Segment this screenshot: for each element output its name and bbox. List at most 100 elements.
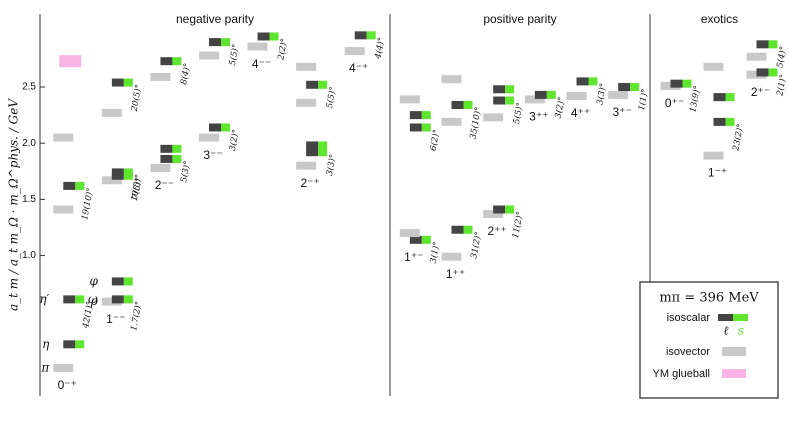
isoscalar-strange: [172, 57, 182, 66]
isoscalar-strange: [123, 168, 133, 177]
isoscalar-strange: [421, 123, 431, 132]
mixing-angle: 3(1)°: [428, 241, 443, 264]
mixing-angle: 31(2)°: [468, 231, 484, 260]
mixing-angle: 10(5)°: [129, 173, 145, 202]
isoscalar-level: [257, 32, 270, 41]
legend-swatch: [718, 314, 733, 321]
legend-label: isovector: [666, 346, 710, 358]
isovector-level: [247, 42, 268, 51]
isoscalar-level: [160, 154, 173, 163]
isoscalar-strange: [75, 181, 85, 190]
jpc-label: 1⁺⁻: [404, 250, 423, 264]
isoscalar-level: [160, 57, 173, 66]
isoscalar-level: [493, 96, 506, 105]
isoscalar-level: [63, 181, 76, 190]
isovector-level: [483, 113, 504, 122]
isovector-level: [150, 72, 171, 81]
isovector-level: [296, 161, 317, 170]
isoscalar-strange: [123, 277, 133, 286]
isoscalar-level: [111, 295, 124, 304]
isoscalar-level: [493, 205, 506, 214]
isoscalar-level: [111, 78, 124, 87]
isovector-level: [441, 75, 462, 84]
isovector-level: [703, 62, 724, 71]
jpc-label: 0⁺⁻: [665, 96, 684, 110]
y-tick-label: 1.0: [22, 250, 36, 261]
legend-label: YM glueball: [653, 368, 710, 380]
jpc-label: 3⁻⁻: [203, 148, 222, 162]
isovector-level: [608, 90, 629, 99]
isoscalar-strange: [505, 205, 515, 214]
isoscalar-strange: [123, 78, 133, 87]
isoscalar-level: [670, 79, 683, 88]
isoscalar-strange: [505, 96, 515, 105]
panel-title: positive parity: [483, 12, 556, 26]
isoscalar-strange: [463, 225, 473, 234]
isoscalar-strange: [682, 79, 692, 88]
isoscalar-level: [451, 101, 464, 110]
jpc-label: 3⁺⁻: [612, 105, 631, 119]
state-name: η: [42, 337, 50, 351]
isovector-level: [296, 62, 317, 71]
isovector-level: [344, 47, 365, 56]
legend-sublabel: s: [738, 324, 744, 338]
isovector-level: [101, 176, 122, 185]
isovector-level: [53, 363, 74, 372]
isoscalar-level: [63, 295, 76, 304]
state-name: π: [40, 360, 50, 374]
state-name: ρ: [90, 294, 98, 308]
mixing-angle: 7(5)°: [130, 177, 145, 200]
isoscalar-level: [451, 225, 464, 234]
jpc-label: 2⁺⁻: [751, 85, 770, 99]
isovector-level: [296, 98, 317, 107]
isoscalar-strange: [768, 40, 778, 49]
isoscalar-strange: [221, 38, 230, 47]
mixing-angle: 35(10)°: [467, 106, 483, 140]
isoscalar-strange: [318, 148, 328, 157]
isoscalar-level: [713, 93, 726, 102]
y-tick-label: 2.0: [22, 138, 36, 149]
isoscalar-level: [409, 111, 422, 120]
isoscalar-strange: [588, 77, 598, 86]
jpc-label: 1⁻⁻: [106, 312, 125, 326]
isoscalar-level: [111, 277, 124, 286]
jpc-label: 2⁻⁻: [155, 178, 174, 192]
mixing-angle: 3(3)°: [324, 153, 339, 176]
mixing-angle: 13(9)°: [687, 85, 703, 114]
isoscalar-level: [713, 117, 726, 126]
legend-sublabel: ℓ: [724, 324, 729, 338]
mixing-angle: 2(1)°: [774, 73, 789, 97]
mixing-angle: 1.7(2)°: [128, 300, 144, 331]
isovector-level: [150, 163, 171, 172]
isoscalar-level: [409, 235, 422, 244]
mixing-angle: 42(1)°: [80, 300, 96, 330]
isoscalar-strange: [123, 295, 133, 304]
isoscalar-strange: [269, 32, 279, 41]
isoscalar-strange: [421, 111, 431, 120]
legend-title: mπ = 396 MeV: [659, 291, 759, 306]
isoscalar-level: [209, 123, 221, 132]
isoscalar-strange: [725, 117, 735, 126]
isovector-level: [199, 133, 219, 142]
state-name: η′: [39, 292, 49, 306]
y-tick-label: 2.5: [22, 82, 36, 93]
legend-box: [639, 281, 779, 399]
mixing-angle: 4(4)°: [372, 36, 387, 60]
isoscalar-strange: [546, 90, 556, 99]
isoscalar-strange: [630, 83, 640, 92]
isoscalar-strange: [172, 144, 182, 153]
isoscalar-strange: [172, 154, 182, 163]
legend-swatch: [722, 369, 746, 378]
mixing-angle: 19(10)°: [79, 187, 95, 221]
jpc-label: 4⁻⁻: [252, 57, 271, 71]
mixing-angle: 6(2)°: [428, 129, 443, 152]
isoscalar-strange: [75, 295, 85, 304]
panel-title: negative parity: [176, 12, 254, 26]
isoscalar-level: [409, 123, 422, 132]
isoscalar-level: [63, 340, 76, 349]
mixing-angle: 5(3)°: [178, 160, 193, 183]
mixing-angle: 5(4)°: [774, 45, 789, 68]
isoscalar-strange: [463, 101, 473, 110]
isoscalar-strange: [505, 85, 515, 94]
mixing-angle: 20(5)°: [129, 84, 145, 114]
